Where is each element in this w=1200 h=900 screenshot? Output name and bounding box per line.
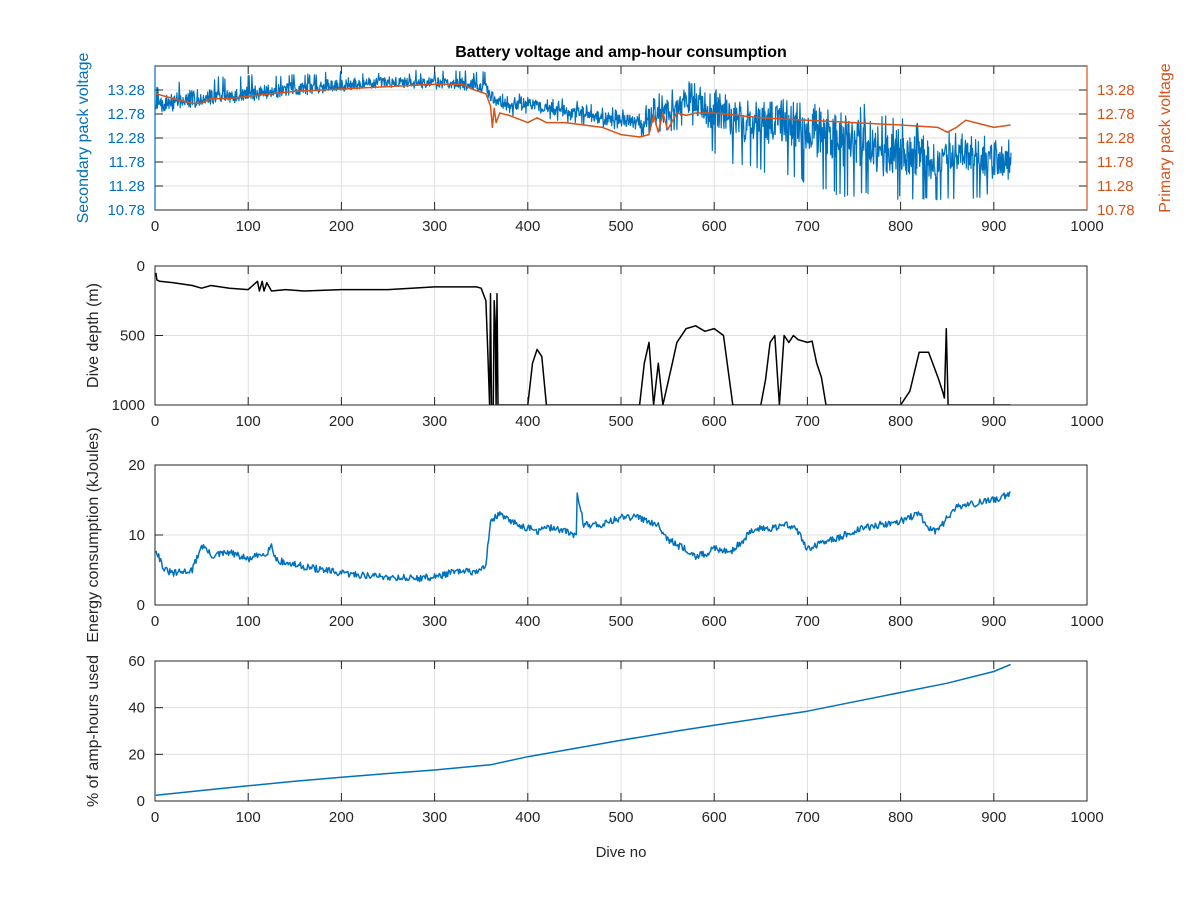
- x-tick-label: 200: [329, 809, 354, 826]
- chart-dive-depth: 0 100 200 300 400 500 600 700 800 900 1000 0 500 1000…: [85, 258, 1104, 430]
- x-tick-label: 400: [515, 613, 540, 630]
- x-tick-label: 500: [608, 613, 633, 630]
- axes: 0 100 200 300 400 500 600 700 800 900 1000 0 20 40 60%…: [85, 653, 1104, 861]
- chart-voltage: 0 100 200 300 400 500 600 700 800 900 100010.7811.…: [75, 44, 1174, 235]
- x-tick-label: 0: [151, 218, 159, 235]
- x-tick-label: 700: [795, 809, 820, 826]
- y-axis-label: Energy consumption (kJoules): [85, 427, 102, 642]
- chart-title: Battery voltage and amp-hour consumption: [455, 44, 787, 61]
- x-tick-label: 800: [888, 413, 913, 430]
- y-right-tick-label: 11.28: [1097, 178, 1133, 195]
- y-tick-label: 0: [137, 597, 145, 614]
- y-tick-label: 40: [128, 700, 145, 717]
- y-right-axis-label: Primary pack voltage: [1157, 63, 1174, 212]
- plot-area: [155, 491, 1011, 583]
- x-tick-label: 700: [795, 613, 820, 630]
- series-line-0: [155, 491, 1011, 583]
- x-tick-label: 100: [236, 218, 261, 235]
- x-tick-label: 1000: [1070, 809, 1103, 826]
- y-tick-label: 13.28: [107, 82, 145, 99]
- y-tick-label: 0: [137, 258, 145, 275]
- y-tick-label: 0: [137, 793, 145, 810]
- y-right-tick-label: 10.78: [1097, 202, 1135, 219]
- x-tick-label: 100: [236, 613, 261, 630]
- x-tick-label: 300: [422, 809, 447, 826]
- x-tick-label: 200: [329, 218, 354, 235]
- x-axis-label: Dive no: [596, 844, 647, 861]
- x-tick-label: 900: [981, 218, 1006, 235]
- x-tick-label: 400: [515, 809, 540, 826]
- series-line-0: [155, 69, 1012, 201]
- x-tick-label: 500: [608, 809, 633, 826]
- x-tick-label: 600: [702, 809, 727, 826]
- x-tick-label: 300: [422, 413, 447, 430]
- x-tick-label: 100: [236, 809, 261, 826]
- y-tick-label: 60: [128, 653, 145, 670]
- x-tick-label: 1000: [1070, 218, 1103, 235]
- y-axis-label: Secondary pack voltage: [75, 53, 92, 224]
- y-right-tick-label: 11.78: [1097, 154, 1133, 171]
- y-tick-label: 500: [120, 328, 145, 345]
- x-tick-label: 200: [329, 413, 354, 430]
- x-tick-label: 400: [515, 413, 540, 430]
- series-line-1: [155, 83, 1011, 138]
- axes: 0 100 200 300 400 500 600 700 800 900 1000 0 10 20 Ene…: [85, 427, 1104, 642]
- axes: 0 100 200 300 400 500 600 700 800 900 100010.7811.…: [75, 44, 1174, 235]
- x-tick-label: 900: [981, 413, 1006, 430]
- y-tick-label: 12.78: [107, 106, 145, 123]
- series-line-0: [155, 272, 1011, 405]
- x-tick-label: 800: [888, 218, 913, 235]
- x-tick-label: 300: [422, 613, 447, 630]
- x-tick-label: 400: [515, 218, 540, 235]
- series-line-0: [155, 663, 1011, 796]
- x-tick-label: 500: [608, 218, 633, 235]
- x-tick-label: 800: [888, 613, 913, 630]
- y-right-tick-label: 13.28: [1097, 82, 1135, 99]
- x-tick-label: 100: [236, 413, 261, 430]
- y-tick-label: 10: [128, 527, 145, 544]
- y-right-tick-label: 12.78: [1097, 106, 1135, 123]
- x-tick-label: 700: [795, 413, 820, 430]
- y-tick-label: 11.28: [109, 178, 145, 195]
- x-tick-label: 0: [151, 809, 159, 826]
- y-tick-label: 20: [128, 746, 145, 763]
- chart-amp-hours: 0 100 200 300 400 500 600 700 800 900 1000 0 20 40 60%…: [85, 653, 1104, 861]
- y-tick-label: 12.28: [107, 130, 145, 147]
- x-tick-label: 500: [608, 413, 633, 430]
- y-axis-label: Dive depth (m): [85, 283, 102, 388]
- x-tick-label: 0: [151, 613, 159, 630]
- x-tick-label: 600: [702, 413, 727, 430]
- plot-area: [155, 663, 1011, 796]
- x-tick-label: 600: [702, 613, 727, 630]
- axes: 0 100 200 300 400 500 600 700 800 900 1000 0 500 1000…: [85, 258, 1104, 430]
- x-tick-label: 600: [702, 218, 727, 235]
- y-tick-label: 10.78: [107, 202, 145, 219]
- x-tick-label: 1000: [1070, 413, 1103, 430]
- y-tick-label: 11.78: [109, 154, 145, 171]
- plot-area: [155, 69, 1012, 201]
- x-tick-label: 900: [981, 613, 1006, 630]
- y-right-tick-label: 12.28: [1097, 130, 1135, 147]
- y-tick-label: 20: [128, 457, 145, 474]
- x-tick-label: 700: [795, 218, 820, 235]
- x-tick-label: 900: [981, 809, 1006, 826]
- x-tick-label: 0: [151, 413, 159, 430]
- chart-energy: 0 100 200 300 400 500 600 700 800 900 1000 0 10 20 Ene…: [85, 427, 1104, 642]
- x-tick-label: 1000: [1070, 613, 1103, 630]
- x-tick-label: 200: [329, 613, 354, 630]
- y-tick-label: 1000: [112, 397, 145, 414]
- x-tick-label: 800: [888, 809, 913, 826]
- x-tick-label: 300: [422, 218, 447, 235]
- plot-area: [155, 272, 1011, 405]
- y-axis-label: % of amp-hours used: [85, 655, 102, 807]
